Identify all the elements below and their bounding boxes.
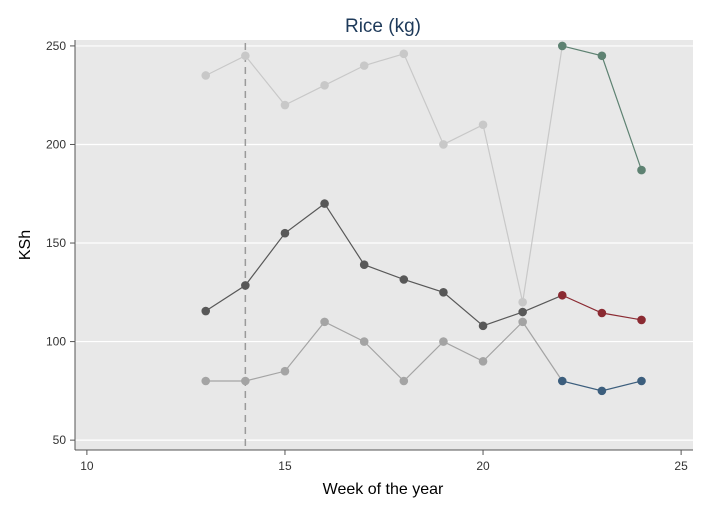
data-point bbox=[439, 288, 448, 297]
data-point bbox=[280, 100, 290, 110]
data-point bbox=[399, 275, 409, 284]
data-point bbox=[637, 165, 646, 175]
data-point bbox=[399, 49, 409, 59]
series bbox=[557, 290, 646, 325]
chart-title: Rice (kg) bbox=[345, 16, 421, 37]
data-point bbox=[320, 199, 329, 208]
y-tick-label: 100 bbox=[46, 335, 66, 349]
series bbox=[201, 199, 527, 331]
series-connector bbox=[522, 321, 563, 382]
data-point bbox=[637, 376, 646, 386]
x-tick-label: 25 bbox=[674, 459, 688, 473]
data-point bbox=[320, 317, 329, 327]
x-tick-label: 15 bbox=[278, 459, 292, 473]
y-axis-label: KSh bbox=[17, 230, 34, 260]
data-point bbox=[478, 321, 488, 331]
x-axis: 10 15 20 25 bbox=[75, 449, 693, 473]
data-point bbox=[359, 337, 369, 346]
data-point bbox=[478, 356, 488, 366]
series bbox=[201, 317, 527, 386]
y-tick-label: 250 bbox=[46, 39, 66, 53]
data-point bbox=[280, 228, 290, 238]
gridlines bbox=[75, 45, 693, 441]
series bbox=[557, 376, 646, 396]
data-point bbox=[201, 376, 211, 386]
data-point bbox=[201, 306, 211, 316]
data-point bbox=[597, 308, 607, 318]
data-point bbox=[518, 317, 527, 327]
data-point bbox=[399, 376, 409, 386]
series-layer bbox=[201, 41, 646, 396]
data-point bbox=[201, 71, 211, 80]
x-axis-label: Week of the year bbox=[323, 481, 444, 498]
series-connector bbox=[522, 45, 563, 303]
data-point bbox=[557, 376, 567, 386]
x-tick-label: 20 bbox=[476, 459, 490, 473]
data-point bbox=[478, 120, 488, 130]
data-point bbox=[518, 307, 527, 317]
data-point bbox=[439, 140, 448, 149]
y-tick-label: 50 bbox=[53, 433, 67, 447]
data-point bbox=[241, 281, 250, 290]
y-tick-label: 150 bbox=[46, 236, 66, 250]
data-point bbox=[518, 297, 527, 307]
y-tick-label: 200 bbox=[46, 137, 66, 151]
data-point bbox=[597, 51, 607, 61]
series-connector bbox=[522, 294, 563, 313]
data-point bbox=[557, 290, 567, 300]
data-point bbox=[320, 81, 329, 90]
data-point bbox=[439, 337, 448, 346]
data-point bbox=[359, 260, 369, 270]
data-point bbox=[241, 51, 250, 61]
data-point bbox=[241, 376, 250, 386]
x-tick-label: 10 bbox=[80, 459, 94, 473]
y-axis: 50 100 150 200 250 bbox=[46, 39, 76, 450]
data-point bbox=[359, 61, 369, 70]
series bbox=[201, 49, 527, 307]
data-point bbox=[637, 315, 646, 325]
data-point bbox=[557, 41, 567, 51]
data-point bbox=[280, 366, 290, 376]
data-point bbox=[597, 386, 607, 396]
plot-background bbox=[75, 40, 693, 450]
series bbox=[557, 41, 646, 175]
